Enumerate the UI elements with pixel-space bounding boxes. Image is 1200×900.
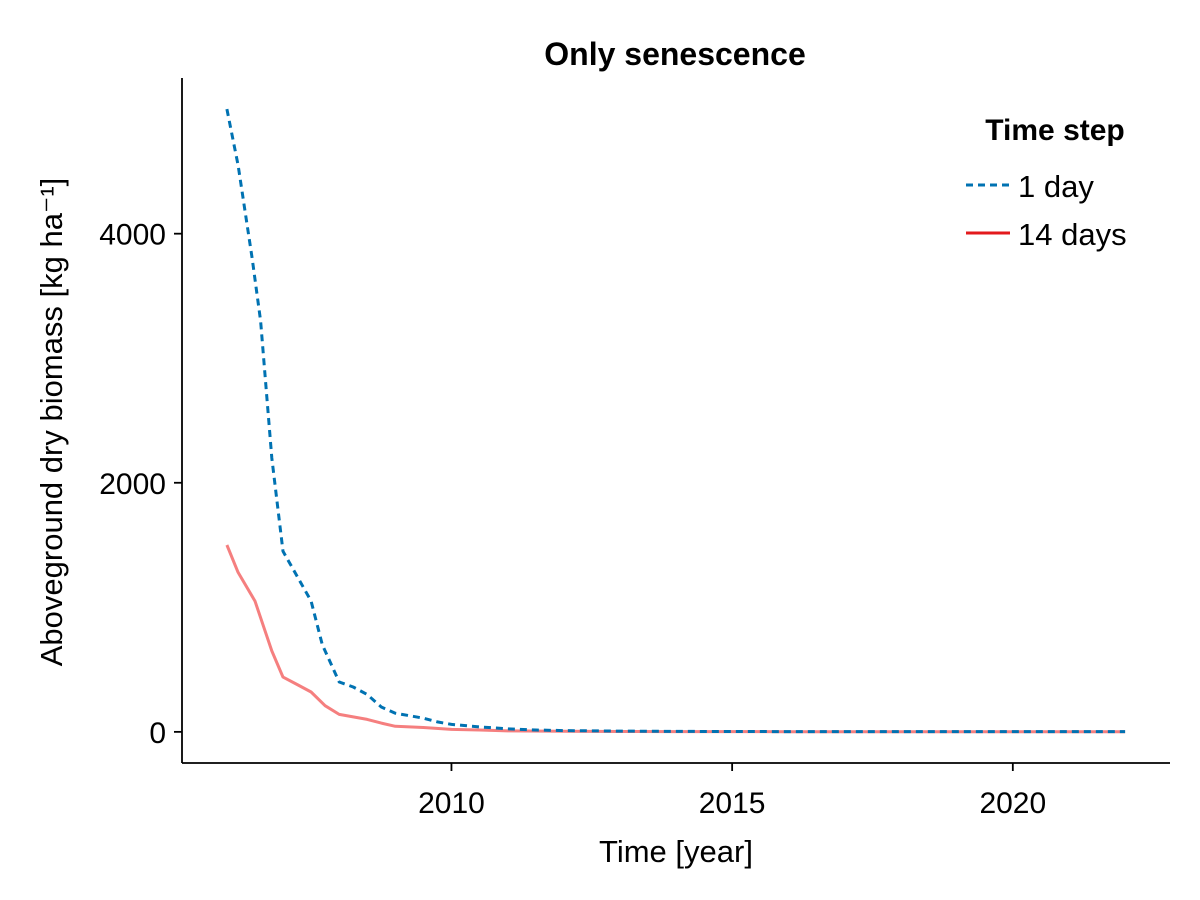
x-tick-label: 2020 xyxy=(979,787,1046,820)
y-tick-label: 2000 xyxy=(99,468,166,501)
legend-title: Time step xyxy=(985,114,1125,147)
series-line-1-day xyxy=(225,108,1126,734)
series-line-14-days xyxy=(225,544,1126,734)
x-tick-label: 2015 xyxy=(699,787,766,820)
x-tick-label: 2010 xyxy=(418,787,485,820)
x-ticks: 2010 2015 2020 xyxy=(418,763,1046,820)
axes: 2010 2015 2020 0 2000 4000 xyxy=(99,78,1170,820)
y-tick-label: 0 xyxy=(149,717,166,750)
y-axis-label: Aboveground dry biomass [kg ha⁻¹] xyxy=(34,178,69,667)
x-axis-label: Time [year] xyxy=(599,834,753,869)
plot-series xyxy=(225,108,1126,734)
legend-label-14-days: 14 days xyxy=(1018,217,1127,252)
legend-label-1-day: 1 day xyxy=(1018,169,1094,204)
y-ticks: 0 2000 4000 xyxy=(99,219,182,750)
legend: Time step 1 day 14 days xyxy=(966,114,1127,252)
chart-title: Only senescence xyxy=(544,36,805,72)
y-tick-label: 4000 xyxy=(99,219,166,252)
